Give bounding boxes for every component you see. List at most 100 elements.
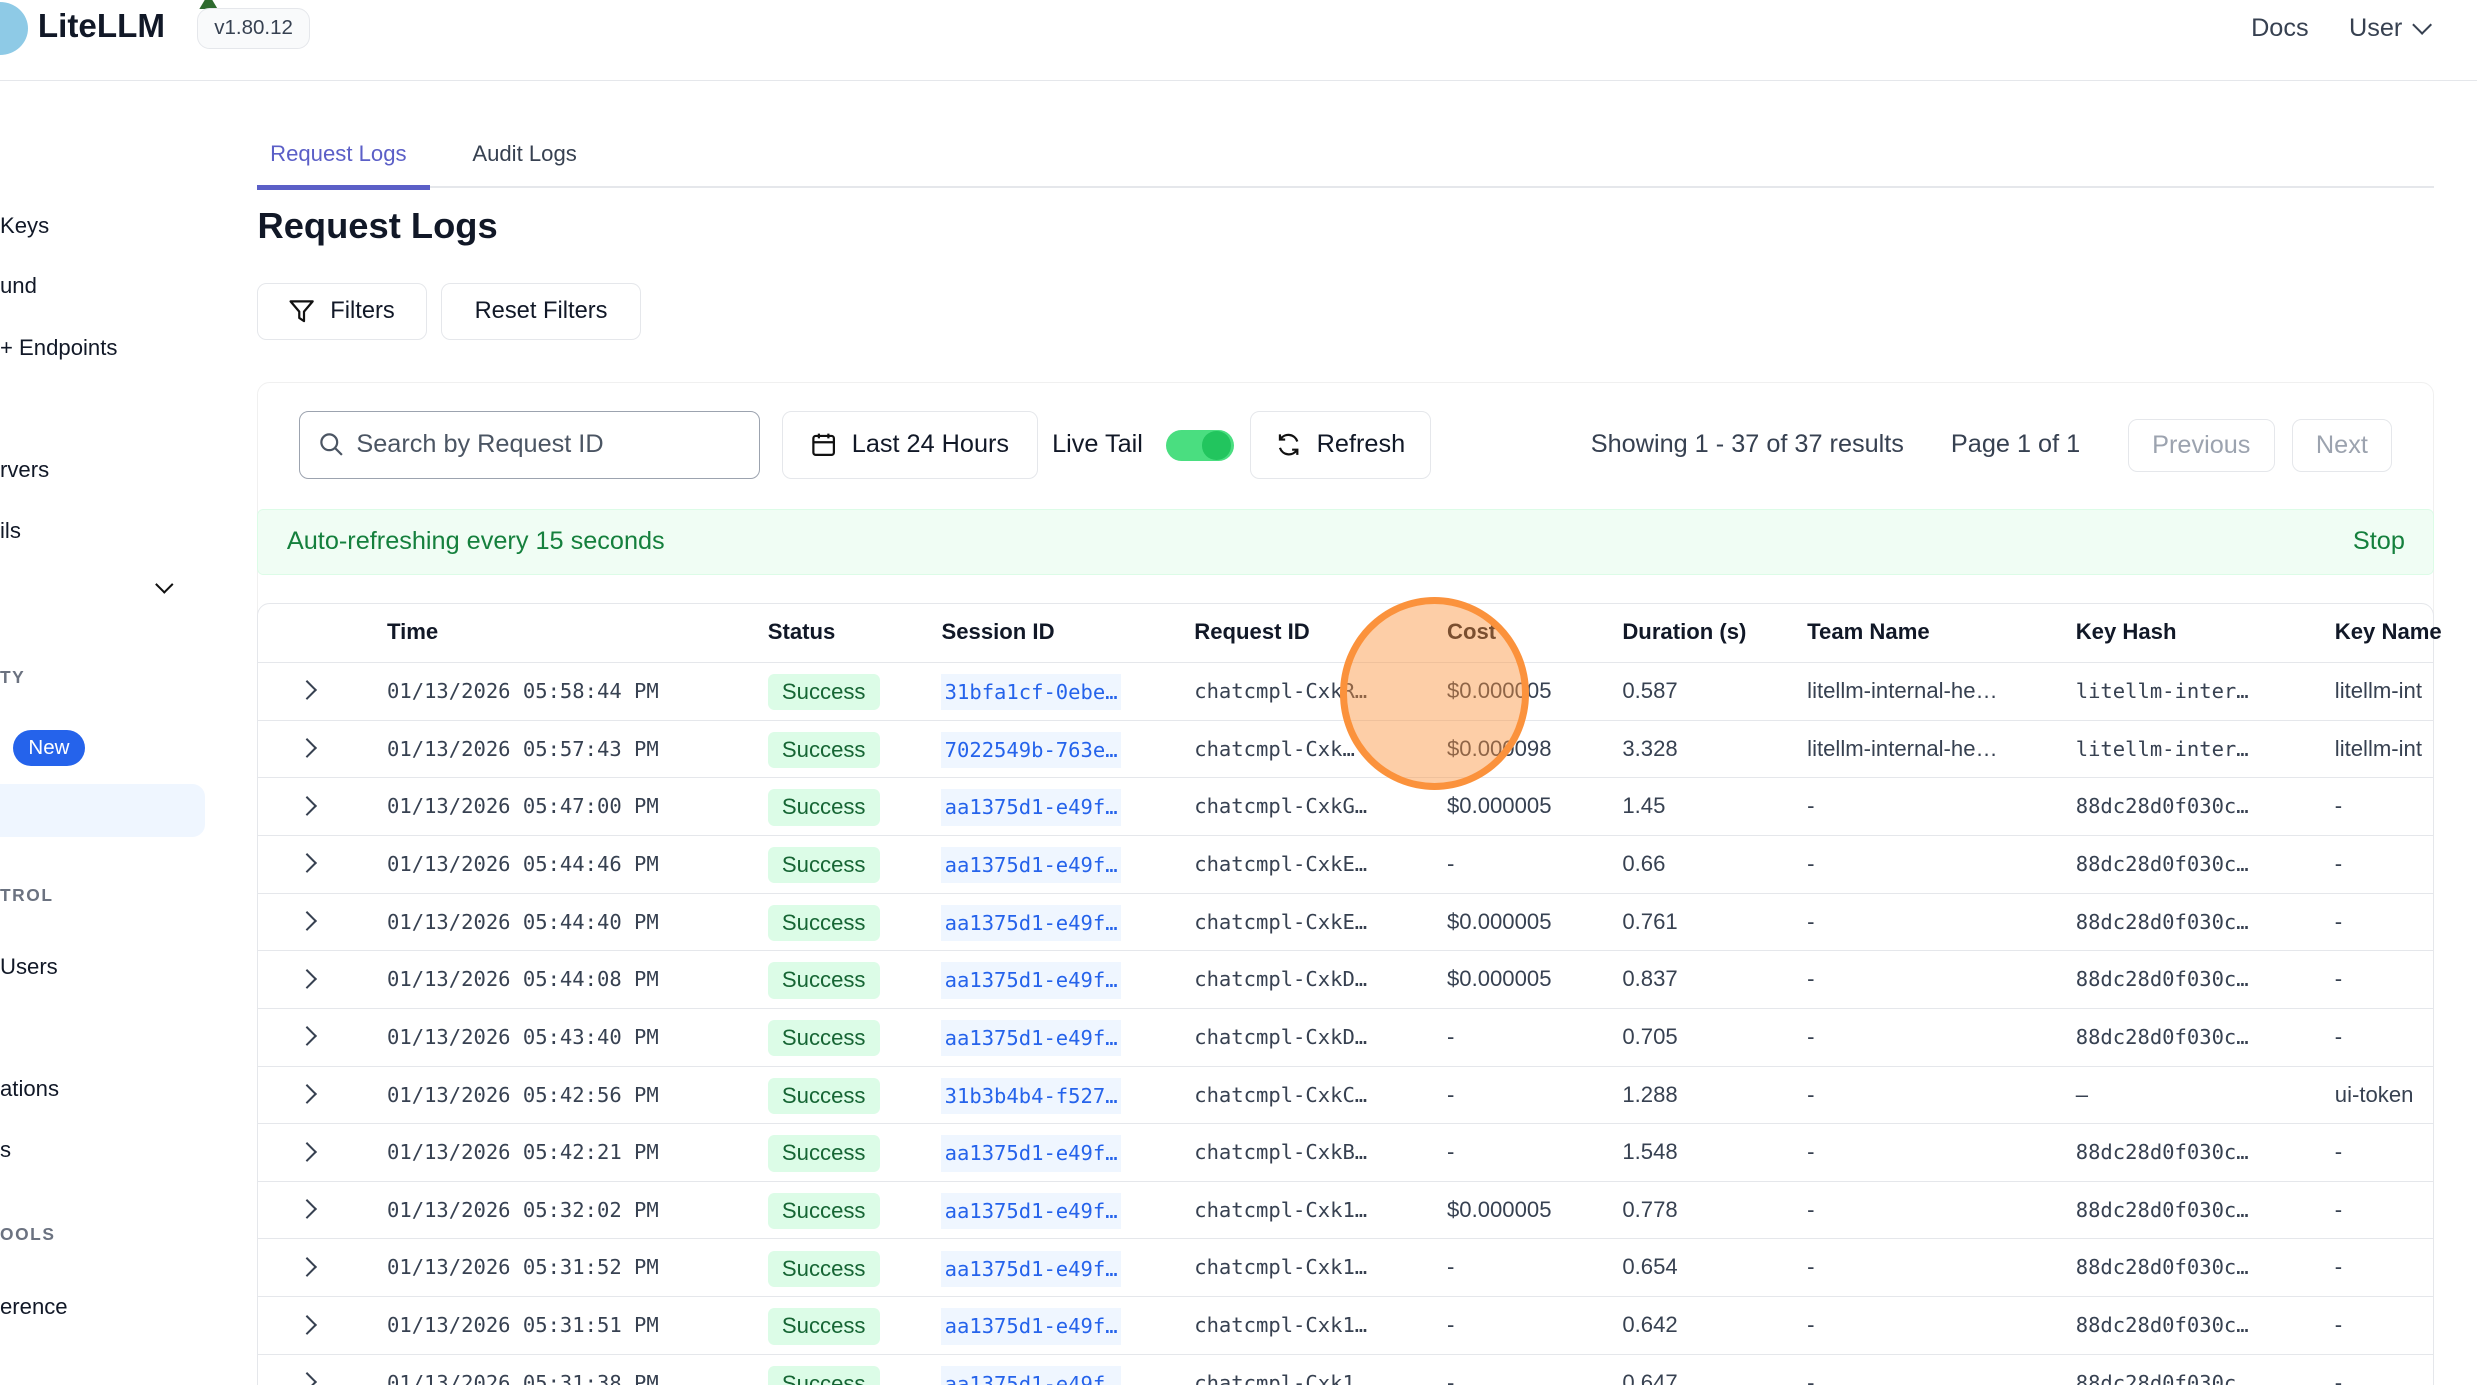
cell-time: 01/13/2026 05:44:46 PM [387,851,659,876]
table-row[interactable]: 01/13/2026 05:31:51 PM Success aa1375d1-e4… [257,1296,2435,1354]
cell-session-id[interactable]: 7022549b-763e… [941,731,1121,768]
cell-duration: 0.642 [1622,1312,1678,1338]
tab-divider [257,186,2435,188]
cell-duration: 0.66 [1622,850,1666,876]
cell-team-name: - [1807,1196,1815,1222]
cell-duration: 0.761 [1622,908,1678,934]
table-row[interactable]: 01/13/2026 05:43:40 PM Success aa1375d1-e4… [257,1007,2435,1066]
filters-button[interactable]: Filters [257,282,427,340]
cell-session-id[interactable]: aa1375d1-e49f… [941,846,1121,884]
table-row[interactable]: 01/13/2026 05:58:44 PM Success 31bfa1cf-0e… [257,661,2435,720]
cell-session-id[interactable]: aa1375d1-e49f… [941,789,1121,826]
expand-chevron-icon[interactable] [297,853,318,874]
expand-chevron-icon[interactable] [297,1141,318,1162]
expand-chevron-icon[interactable] [297,680,318,701]
cell-time: 01/13/2026 05:47:00 PM [387,794,659,819]
expand-chevron-icon[interactable] [297,795,318,816]
table-row[interactable]: 01/13/2026 05:31:52 PM Success aa1375d1-e4… [257,1238,2435,1296]
expand-chevron-icon[interactable] [297,1257,318,1278]
cell-session-id[interactable]: aa1375d1-e49f… [941,1135,1121,1172]
sidebar-item-integrations[interactable]: ations [0,1075,59,1101]
expand-chevron-icon[interactable] [297,1314,318,1335]
cell-status: Success [767,846,880,884]
sidebar-item-mcp-servers[interactable]: rvers [0,456,50,482]
chevron-down-icon [2412,14,2433,35]
expand-chevron-icon[interactable] [297,738,318,759]
search-field[interactable] [356,430,736,460]
cell-time: 01/13/2026 05:31:52 PM [387,1255,659,1280]
sidebar-item-reference[interactable]: erence [0,1293,68,1319]
table-row[interactable]: 01/13/2026 05:31:38 PM Success aa1375d1-e4… [257,1353,2435,1385]
cell-session-id[interactable]: aa1375d1-e49f… [941,1308,1121,1345]
chevron-down-icon[interactable] [155,575,174,594]
cell-session-id[interactable]: 31bfa1cf-0ebe… [941,673,1121,711]
cell-key-hash: 88dc28d0f030c… [2075,1140,2249,1165]
live-tail-toggle[interactable] [1165,429,1234,462]
cell-key-hash: 88dc28d0f030c… [2075,1370,2249,1385]
sidebar-item-models-endpoints[interactable]: + Endpoints [0,334,118,360]
tree-icon [199,0,218,10]
cell-team-name: - [1807,908,1815,934]
expand-chevron-icon[interactable] [297,911,318,932]
cell-status: Success [767,962,880,999]
cell-session-id[interactable]: aa1375d1-e49f… [941,962,1121,999]
cell-duration: 3.328 [1622,735,1678,761]
page-indicator: Page 1 of 1 [1950,429,2081,458]
cell-cost: $0.000005 [1446,966,1552,992]
sidebar-selected-item[interactable] [0,783,206,838]
previous-button[interactable]: Previous [2127,418,2275,473]
cell-cost: $0.000005 [1446,908,1552,934]
cell-key-name: - [2334,1023,2343,1049]
expand-chevron-icon[interactable] [297,1026,318,1047]
sidebar-item-users[interactable]: Users [0,954,58,980]
sidebar-item-keys[interactable]: Keys [0,213,50,239]
cell-key-hash: litellm-inter… [2075,736,2249,761]
cell-request-id: chatcmpl-Cxk… [1194,736,1355,761]
cell-team-name: - [1807,1081,1815,1107]
cell-time: 01/13/2026 05:44:40 PM [387,909,659,934]
sidebar-item-guardrails[interactable]: ils [0,518,21,544]
cell-request-id: chatcmpl-CxkE… [1194,851,1368,876]
tab-request-logs[interactable]: Request Logs [270,140,407,166]
table-row[interactable]: 01/13/2026 05:42:56 PM Success 31b3b4b4-f5… [257,1065,2435,1124]
table-row[interactable]: 01/13/2026 05:47:00 PM Success aa1375d1-e4… [257,777,2435,835]
table-row[interactable]: 01/13/2026 05:42:21 PM Success aa1375d1-e4… [257,1123,2435,1181]
user-menu[interactable]: User [2349,14,2433,43]
cell-cost: - [1446,1081,1455,1107]
next-button[interactable]: Next [2292,418,2392,473]
sidebar-item[interactable]: s [0,1137,12,1163]
cell-key-name: - [2334,793,2343,819]
expand-chevron-icon[interactable] [297,968,318,989]
cell-key-name: litellm-int [2334,735,2422,761]
table-row[interactable]: 01/13/2026 05:44:08 PM Success aa1375d1-e4… [257,950,2435,1008]
table-row[interactable]: 01/13/2026 05:44:40 PM Success aa1375d1-e4… [257,892,2435,951]
refresh-button[interactable]: Refresh [1249,410,1432,479]
stop-button[interactable]: Stop [2352,527,2405,556]
cell-request-id: chatcmpl-CxkD… [1194,967,1368,992]
page-title: Request Logs [257,205,498,247]
table-row[interactable]: 01/13/2026 05:32:02 PM Success aa1375d1-e4… [257,1180,2435,1239]
cell-team-name: litellm-internal-he… [1807,735,1998,761]
expand-chevron-icon[interactable] [297,1084,318,1105]
docs-link[interactable]: Docs [2251,14,2309,43]
expand-chevron-icon[interactable] [297,1372,318,1385]
search-input[interactable] [298,410,760,479]
cell-request-id: chatcmpl-CxkR… [1194,678,1368,703]
cell-session-id[interactable]: aa1375d1-e49f… [941,1019,1121,1057]
cell-session-id[interactable]: 31b3b4b4-f527… [941,1077,1121,1114]
column-header-key-hash: Key Hash [2075,619,2177,645]
cell-duration: 0.587 [1622,677,1678,703]
expand-chevron-icon[interactable] [297,1199,318,1220]
tab-audit-logs[interactable]: Audit Logs [472,140,577,166]
cell-team-name: - [1807,1023,1815,1049]
table-row[interactable]: 01/13/2026 05:44:46 PM Success aa1375d1-e4… [257,834,2435,893]
cell-session-id[interactable]: aa1375d1-e49f… [941,1192,1121,1230]
toggle-knob [1202,431,1231,460]
date-range-button[interactable]: Last 24 Hours [781,410,1038,479]
cell-session-id[interactable]: aa1375d1-e49f… [941,1250,1121,1287]
cell-session-id[interactable]: aa1375d1-e49f… [941,904,1121,941]
cell-team-name: litellm-internal-he… [1807,677,1998,703]
reset-filters-button[interactable]: Reset Filters [440,282,642,340]
cell-session-id[interactable]: aa1375d1-e49f… [941,1365,1121,1385]
sidebar-item-playground[interactable]: und [0,273,37,299]
